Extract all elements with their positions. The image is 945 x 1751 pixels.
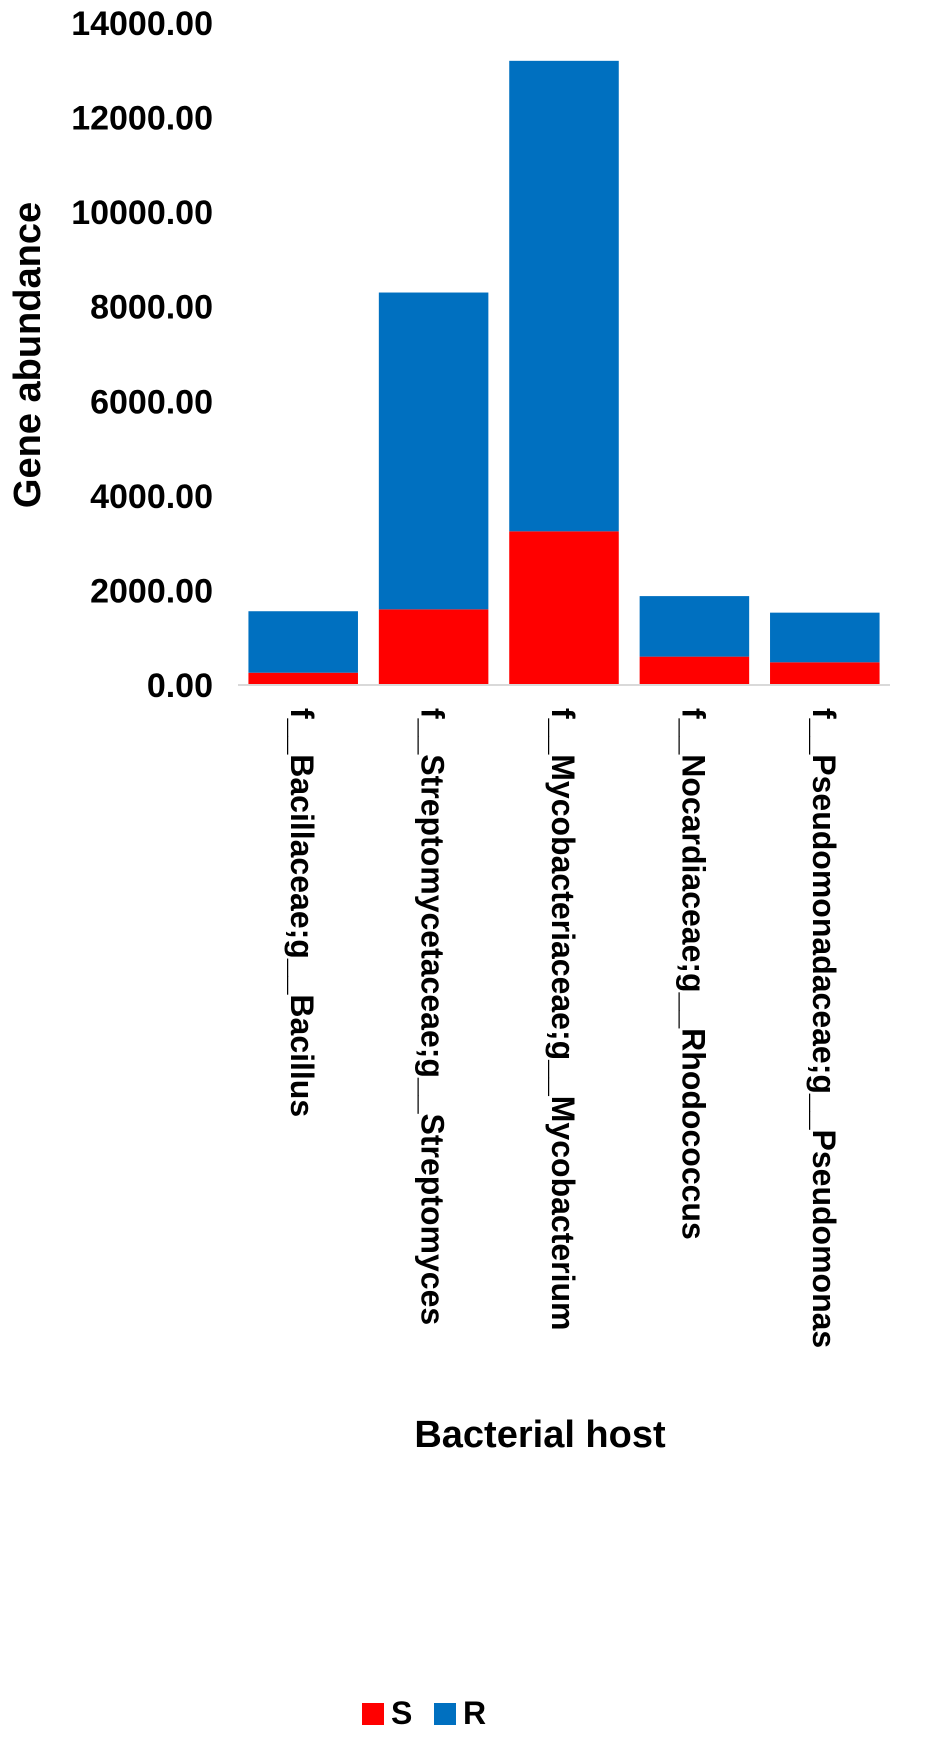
bar-segment-R xyxy=(509,60,619,532)
y-tick-label: 10000.00 xyxy=(71,194,213,232)
bars xyxy=(248,60,880,685)
y-axis-title: Gene abundance xyxy=(7,202,49,508)
x-tick-label: f__Pseudomonadaceae;g__Pseudomonas xyxy=(806,708,842,1348)
x-axis-category-labels: f__Bacillaceae;g__Bacillus f__Streptomyce… xyxy=(284,708,842,1348)
x-tick-label: f__Nocardiaceae;g__Rhodococcus xyxy=(675,708,711,1240)
y-tick-label: 2000.00 xyxy=(90,572,213,610)
y-tick-label: 14000.00 xyxy=(71,5,213,43)
y-tick-label: 0.00 xyxy=(147,667,213,705)
legend-label-R: R xyxy=(463,1695,486,1731)
bar-segment-R xyxy=(639,596,750,657)
bar-segment-S xyxy=(248,672,358,685)
x-tick-label: f__Mycobacteriaceae;g__Mycobacterium xyxy=(545,708,581,1331)
y-tick-label: 4000.00 xyxy=(90,478,213,516)
bar-segment-R xyxy=(770,612,880,663)
bar-segment-S xyxy=(509,531,619,685)
x-tick-label: f__Bacillaceae;g__Bacillus xyxy=(284,708,320,1117)
y-tick-label: 6000.00 xyxy=(90,383,213,421)
y-tick-label: 8000.00 xyxy=(90,289,213,327)
bar-segment-R xyxy=(248,611,358,673)
bar-segment-S xyxy=(770,662,880,685)
bar-segment-S xyxy=(639,656,750,685)
bar-segment-R xyxy=(378,292,489,610)
legend-swatch-S xyxy=(362,1703,384,1725)
x-tick-label: f__Streptomycetaceae;g__Streptomyces xyxy=(415,708,451,1325)
y-tick-label: 12000.00 xyxy=(71,100,213,138)
legend-swatch-R xyxy=(434,1703,456,1725)
y-axis-ticks: 0.00 2000.00 4000.00 6000.00 8000.00 10000.00… xyxy=(71,5,213,705)
x-axis-title: Bacterial host xyxy=(414,1414,666,1456)
bar-segment-S xyxy=(378,609,489,685)
legend-label-S: S xyxy=(391,1695,412,1731)
